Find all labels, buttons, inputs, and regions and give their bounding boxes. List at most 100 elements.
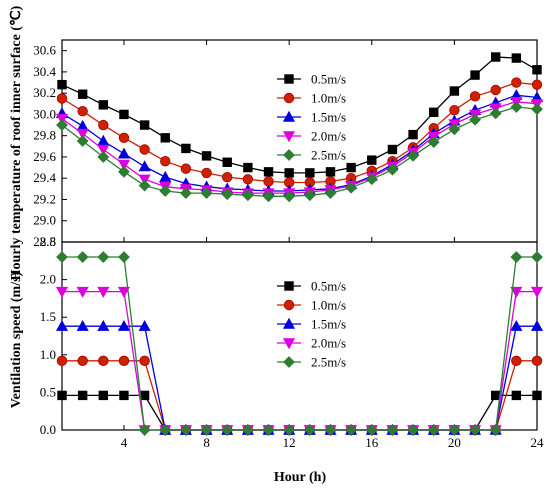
top-data-point [201, 151, 212, 161]
bottom-series-25ms [56, 251, 543, 436]
top-data-point [118, 132, 130, 144]
top-data-point [77, 89, 88, 99]
top-y-tick-label: 29.0 [33, 213, 56, 228]
top-data-point [532, 65, 542, 75]
top-data-point [241, 189, 254, 202]
top-data-point [119, 109, 129, 120]
bottom-data-point [97, 286, 110, 298]
top-data-point [367, 155, 377, 165]
top-series-15ms [55, 89, 544, 196]
bottom-data-point [324, 424, 337, 436]
bottom-y-tick-label: 1.0 [40, 347, 56, 362]
top-data-point [511, 77, 522, 88]
bottom-data-point [407, 424, 419, 436]
bottom-series-line [62, 394, 537, 431]
top-data-point [243, 162, 253, 173]
top-data-point [386, 163, 399, 176]
bottom-data-point [56, 355, 68, 367]
bottom-data-point [530, 286, 544, 298]
top-legend-label: 2.5m/s [311, 148, 346, 163]
top-y-tick-label: 29.4 [33, 170, 56, 185]
x-tick-label: 4 [121, 435, 128, 450]
top-data-point [117, 159, 131, 171]
top-data-point [531, 79, 543, 90]
top-data-point [160, 155, 171, 167]
bottom-data-point [138, 424, 151, 436]
bottom-data-point [200, 424, 213, 436]
top-legend-marker [284, 74, 294, 84]
top-legend-label: 1.5m/s [311, 110, 346, 125]
bottom-data-point [76, 286, 89, 298]
x-tick-label: 16 [365, 435, 379, 450]
top-data-point [408, 129, 418, 140]
top-y-axis-title: Hourly temperature of roof inner surface… [9, 5, 24, 280]
top-data-point [263, 167, 274, 177]
top-data-point [139, 144, 150, 155]
top-data-point [346, 162, 356, 173]
top-y-tick-label: 30.0 [33, 106, 56, 121]
x-tick-label: 12 [283, 435, 296, 450]
bottom-data-point [427, 424, 440, 436]
bottom-y-tick-label: 0.5 [40, 384, 56, 399]
top-data-point [489, 107, 502, 120]
bottom-data-point [510, 319, 523, 331]
top-series-10ms [56, 77, 543, 188]
bottom-data-point [241, 424, 254, 436]
bottom-data-point [511, 390, 522, 401]
bottom-data-point [98, 390, 109, 401]
bottom-data-point [117, 286, 131, 298]
bottom-legend-marker [283, 299, 295, 311]
bottom-legend-marker [282, 338, 296, 350]
top-data-point [200, 187, 213, 200]
top-data-point [222, 171, 233, 183]
top-y-tick-label: 30.6 [33, 43, 56, 58]
bottom-data-point [57, 390, 67, 401]
bottom-data-point [469, 424, 481, 436]
bottom-legend-label: 1.5m/s [311, 317, 346, 332]
x-tick-label: 8 [203, 435, 210, 450]
bottom-data-point [76, 319, 89, 331]
bottom-data-point [283, 424, 296, 436]
top-data-point [242, 174, 254, 185]
top-data-point [283, 190, 296, 203]
top-y-tick-label: 28.8 [33, 234, 56, 249]
top-data-point [325, 167, 336, 177]
bottom-data-point [510, 286, 523, 298]
top-y-tick-label: 29.6 [33, 149, 56, 164]
top-y-tick-label: 30.2 [33, 85, 56, 100]
x-axis-title: Hour (h) [274, 470, 327, 485]
bottom-data-point [97, 251, 110, 263]
bottom-data-point [345, 424, 358, 436]
top-data-point [365, 173, 378, 186]
top-data-point [449, 104, 460, 116]
bottom-data-point [139, 390, 150, 401]
bottom-y-axis-title: Ventilation speed (m/s) [9, 271, 24, 408]
top-data-point [138, 179, 151, 192]
top-data-point [511, 53, 522, 63]
bottom-y-tick-label: 0.0 [40, 422, 56, 437]
bottom-data-point [76, 251, 89, 263]
bottom-data-point [490, 390, 501, 401]
bottom-legend-label: 1.0m/s [311, 298, 346, 313]
bottom-data-point [531, 251, 543, 263]
top-data-point [76, 128, 89, 140]
bottom-series-line [62, 325, 537, 431]
bottom-legend-label: 2.0m/s [311, 336, 346, 351]
top-data-point [324, 187, 337, 200]
top-data-point [345, 181, 358, 194]
top-data-point [56, 119, 68, 131]
x-tick-label: 24 [531, 435, 545, 450]
bottom-legend-marker [283, 356, 295, 368]
bottom-data-point [159, 424, 172, 436]
top-plot-frame [61, 39, 538, 243]
top-data-point [469, 113, 481, 126]
bottom-data-point [510, 251, 523, 263]
bottom-data-point [118, 355, 130, 367]
top-data-point [57, 79, 67, 90]
bottom-y-tick-label: 2.0 [40, 272, 56, 287]
top-panel: 28.8 29.0 29.2 29.4 29.6 29.8 30.0 30.2 30.4 30.6… [33, 39, 544, 249]
bottom-panel: 0.0 0.5 1.0 1.5 2.0 2.5 4 8 12 16 20 24 0.5m/s 1.0m/s… [40, 234, 544, 450]
x-tick-label: 20 [448, 435, 461, 450]
bottom-data-point [56, 251, 68, 263]
